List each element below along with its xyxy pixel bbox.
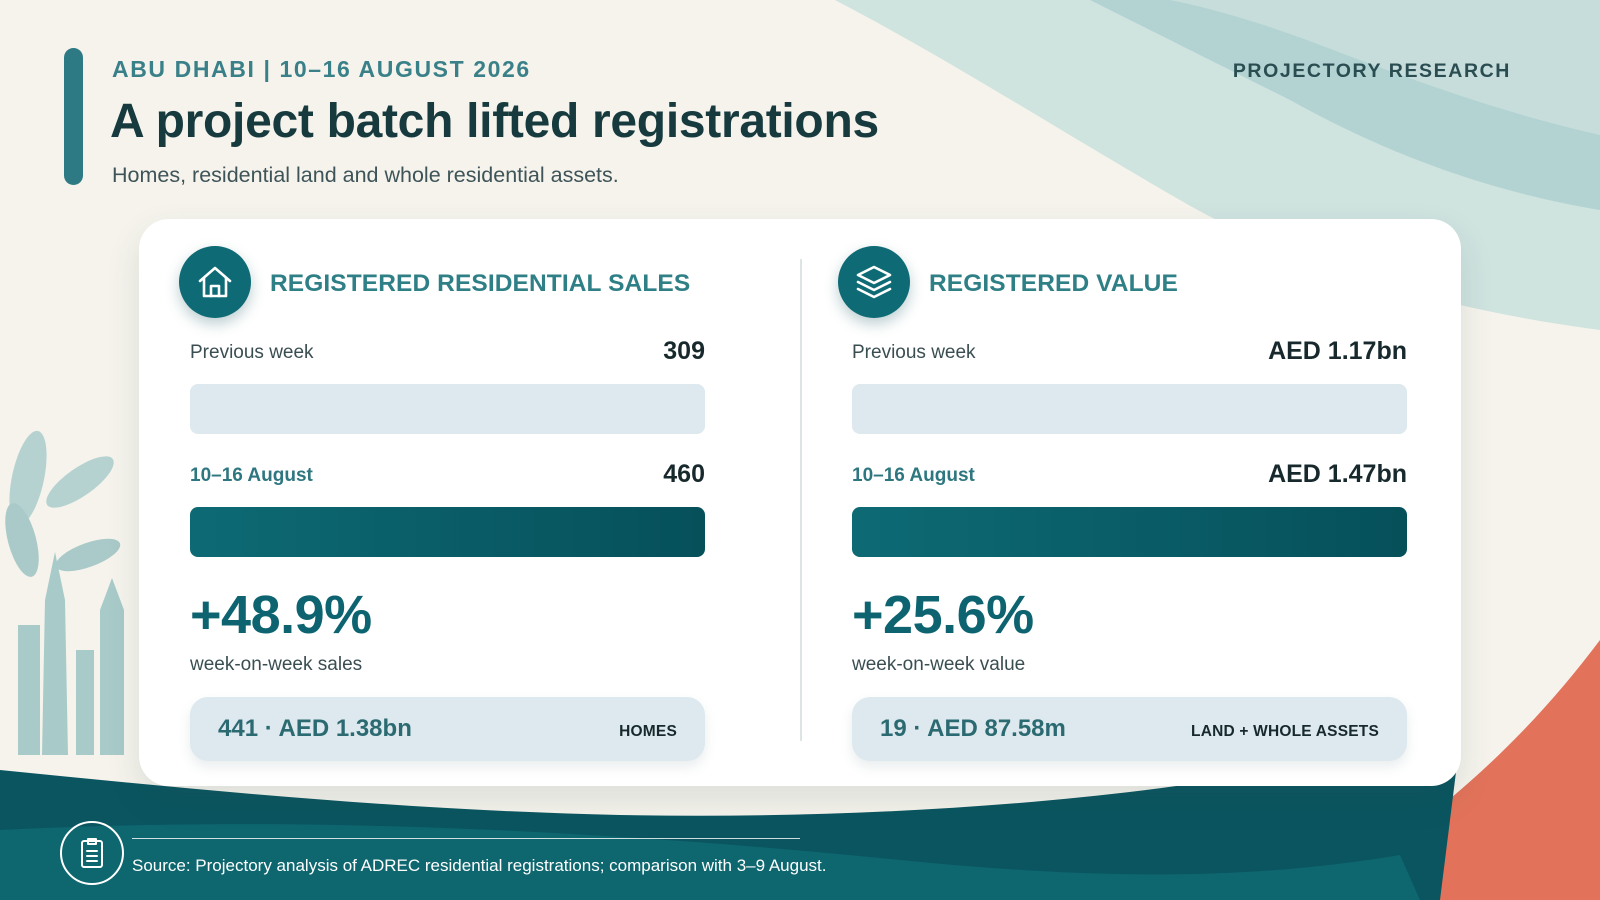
- sales-change-label: week-on-week sales: [190, 654, 363, 675]
- house-icon: [179, 246, 251, 318]
- footer-rule: [132, 838, 800, 839]
- sales-previous-bar-fill: [190, 384, 536, 434]
- source-note: Source: Projectory analysis of ADREC res…: [132, 856, 827, 875]
- sales-panel-title: REGISTERED RESIDENTIAL SALES: [270, 270, 691, 297]
- homes-breakdown-text: 441 · AED 1.38bn: [218, 715, 412, 742]
- sales-panel: REGISTERED RESIDENTIAL SALES Previous we…: [139, 219, 800, 786]
- value-change-percent: +25.6%: [852, 585, 1034, 645]
- panel-divider: [800, 259, 802, 741]
- brand-name: PROJECTORY RESEARCH: [1232, 60, 1511, 82]
- value-change-label: week-on-week value: [852, 654, 1026, 675]
- sales-current-bar-fill: [190, 507, 705, 557]
- land-assets-breakdown-pill: 19 · AED 87.58m LAND + WHOLE ASSETS: [852, 697, 1407, 761]
- homes-breakdown-pill: 441 · AED 1.38bn HOMES: [190, 697, 705, 761]
- value-previous-value: AED 1.17bn: [1268, 337, 1407, 365]
- sales-current-value: 460: [663, 460, 705, 488]
- eyebrow-dateline: ABU DHABI | 10–16 AUGUST 2026: [112, 56, 531, 82]
- homes-breakdown-tag: HOMES: [619, 723, 677, 740]
- sales-current-label: 10–16 August: [190, 465, 313, 486]
- sales-previous-value: 309: [663, 337, 705, 365]
- value-previous-label: Previous week: [852, 342, 976, 363]
- value-current-label: 10–16 August: [852, 465, 975, 486]
- value-previous-bar-fill: [852, 384, 1294, 434]
- document-icon: [60, 821, 124, 885]
- page-subtitle: Homes, residential land and whole reside…: [112, 163, 619, 187]
- value-current-value: AED 1.47bn: [1268, 460, 1407, 488]
- title-accent-bar: [64, 48, 83, 185]
- page-title: A project batch lifted registrations: [110, 95, 879, 148]
- value-current-bar-fill: [852, 507, 1407, 557]
- sales-previous-bar: [190, 384, 705, 434]
- sales-previous-label: Previous week: [190, 342, 314, 363]
- land-assets-breakdown-text: 19 · AED 87.58m: [880, 715, 1066, 742]
- value-previous-bar: [852, 384, 1407, 434]
- stats-card: REGISTERED RESIDENTIAL SALES Previous we…: [139, 219, 1461, 786]
- sales-current-bar: [190, 507, 705, 557]
- layers-icon: [838, 246, 910, 318]
- value-panel-title: REGISTERED VALUE: [929, 270, 1178, 297]
- value-current-bar: [852, 507, 1407, 557]
- value-panel: REGISTERED VALUE Previous week AED 1.17b…: [800, 219, 1461, 786]
- sales-change-percent: +48.9%: [190, 585, 372, 645]
- land-assets-breakdown-tag: LAND + WHOLE ASSETS: [1191, 723, 1379, 740]
